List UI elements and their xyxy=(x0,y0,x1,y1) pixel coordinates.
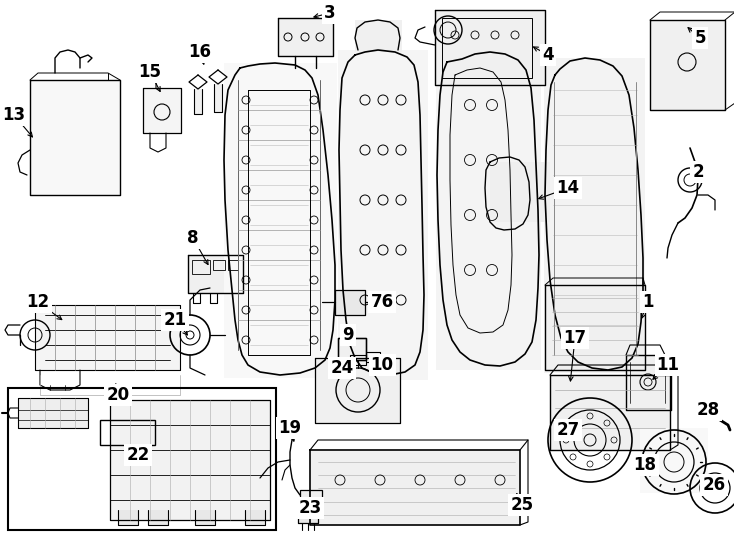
Bar xyxy=(214,84,222,112)
Bar xyxy=(8,388,276,530)
Text: 16: 16 xyxy=(189,43,211,61)
Bar xyxy=(194,89,202,114)
Bar xyxy=(338,338,366,360)
Text: 22: 22 xyxy=(126,446,150,464)
Bar xyxy=(545,285,645,370)
Text: 12: 12 xyxy=(26,293,50,311)
Bar xyxy=(8,388,276,530)
Bar xyxy=(213,260,225,270)
Bar xyxy=(350,355,366,365)
Text: 11: 11 xyxy=(656,356,680,374)
Bar xyxy=(315,358,400,423)
Bar xyxy=(110,400,270,520)
Text: 4: 4 xyxy=(542,46,554,64)
Text: 2: 2 xyxy=(692,163,704,181)
Bar xyxy=(436,50,541,370)
Text: 20: 20 xyxy=(106,386,130,404)
Bar xyxy=(278,18,333,56)
Bar xyxy=(298,505,318,523)
Bar xyxy=(338,338,366,360)
Bar xyxy=(338,50,428,380)
Text: 18: 18 xyxy=(633,456,656,474)
Text: 21: 21 xyxy=(164,311,186,329)
Text: 19: 19 xyxy=(278,419,302,437)
Text: 23: 23 xyxy=(299,499,321,517)
Text: 15: 15 xyxy=(139,63,161,81)
Text: 17: 17 xyxy=(564,329,586,347)
Bar xyxy=(100,420,155,445)
Bar xyxy=(148,510,168,525)
Text: 26: 26 xyxy=(702,476,726,494)
Bar xyxy=(100,420,155,445)
Bar xyxy=(310,450,520,525)
Bar xyxy=(118,510,138,525)
Bar xyxy=(335,290,365,315)
Text: 76: 76 xyxy=(371,293,393,311)
Bar xyxy=(245,510,265,525)
Bar xyxy=(35,305,180,370)
Bar xyxy=(300,490,322,506)
Bar xyxy=(435,10,545,85)
Bar xyxy=(640,428,708,493)
Bar xyxy=(224,63,337,378)
Text: 1: 1 xyxy=(642,293,654,311)
Text: 14: 14 xyxy=(556,179,580,197)
Text: 27: 27 xyxy=(556,421,580,439)
Bar xyxy=(18,398,88,428)
Text: 9: 9 xyxy=(342,326,354,344)
Text: 5: 5 xyxy=(694,29,706,47)
Bar xyxy=(143,88,181,133)
Bar xyxy=(650,20,725,110)
Bar xyxy=(188,255,243,293)
Bar xyxy=(195,510,215,525)
Bar xyxy=(442,18,532,78)
Text: 24: 24 xyxy=(330,359,354,377)
Bar xyxy=(544,58,645,373)
Bar xyxy=(30,80,120,195)
Bar xyxy=(626,355,671,410)
Text: 3: 3 xyxy=(324,4,336,22)
Bar xyxy=(192,260,210,274)
Text: 25: 25 xyxy=(510,496,534,514)
Bar xyxy=(550,375,670,450)
Bar xyxy=(355,20,402,52)
Bar xyxy=(300,490,322,506)
Text: 8: 8 xyxy=(187,229,199,247)
Text: 10: 10 xyxy=(371,356,393,374)
Bar xyxy=(228,260,238,270)
Bar xyxy=(490,162,550,222)
Text: 13: 13 xyxy=(2,106,26,124)
Text: 28: 28 xyxy=(697,401,719,419)
